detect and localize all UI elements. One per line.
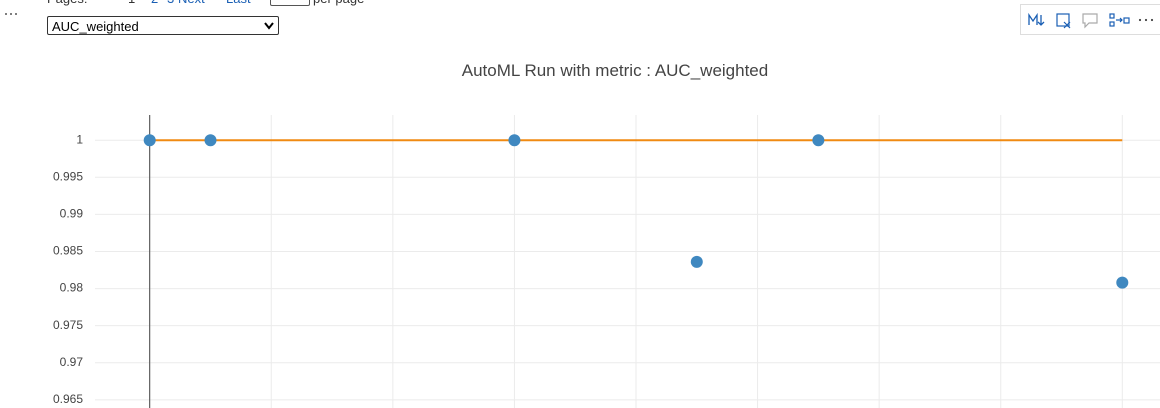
cell-menu[interactable] — [4, 6, 24, 26]
comment-icon[interactable] — [1082, 13, 1098, 29]
point — [204, 134, 217, 147]
chart-title: AutoML Run with metric : AUC_weighted — [462, 61, 768, 80]
point — [1116, 276, 1129, 289]
y-tick-label: 0.99 — [60, 207, 84, 221]
dropdown-value: AUC_weighted — [52, 19, 139, 34]
pager-next[interactable]: Next — [178, 0, 205, 6]
cell-toolbar — [1020, 4, 1160, 35]
more-icon[interactable] — [1138, 18, 1154, 22]
y-tick-label: 0.965 — [53, 392, 83, 406]
point — [143, 134, 156, 147]
dropdown-chevron — [264, 22, 274, 30]
pager-per-page: per page — [313, 0, 364, 6]
pager-page[interactable]: 2 — [151, 0, 158, 6]
y-tick-label: 0.97 — [60, 355, 84, 369]
split-icon[interactable] — [1109, 13, 1130, 27]
markdown-icon[interactable] — [1028, 12, 1045, 26]
y-tick-label: 0.98 — [60, 281, 84, 295]
toolbar-icons — [1028, 12, 1154, 29]
point — [690, 255, 703, 268]
pager-last[interactable]: Last — [226, 0, 251, 6]
y-tick-label: 0.975 — [53, 318, 83, 332]
point — [508, 134, 521, 147]
y-tick-label: 1 — [76, 132, 83, 146]
clear-icon[interactable] — [1056, 13, 1071, 29]
point — [812, 134, 825, 147]
pager-page: 1 — [128, 0, 135, 6]
pager-page[interactable]: 3 — [167, 0, 174, 6]
pager-label: Pages: — [47, 0, 87, 6]
metric-dropdown[interactable]: AUC_weighted — [47, 16, 279, 35]
y-tick-label: 0.985 — [53, 244, 83, 258]
page-size-input[interactable] — [270, 0, 310, 6]
y-tick-label: 0.995 — [53, 169, 83, 183]
